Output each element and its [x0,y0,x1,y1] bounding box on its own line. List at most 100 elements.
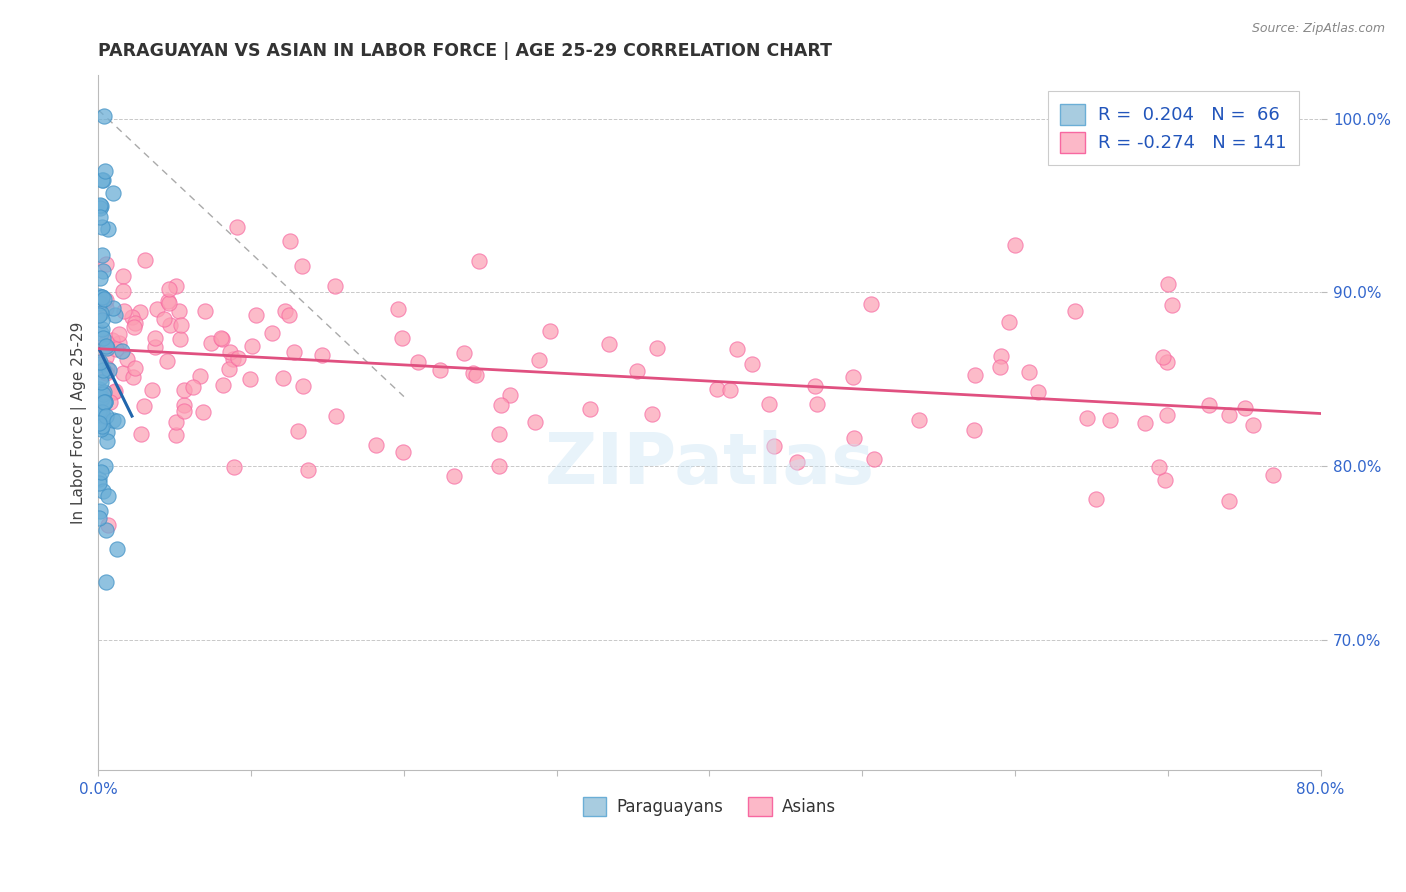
Point [245,309,267,323]
Point [239,372,262,386]
Point [194,303,217,318]
Point [1218,493,1240,508]
Point [579,401,602,416]
Point [1063,303,1085,318]
Point [218,361,240,376]
Point [101,186,124,200]
Point [1149,459,1171,474]
Point [91,387,114,401]
Point [173,403,195,417]
Point [89,504,111,518]
Point [209,331,232,345]
Point [103,384,125,399]
Point [1156,355,1178,369]
Point [87,511,110,525]
Point [143,331,166,345]
Point [1018,365,1040,379]
Point [91,173,114,187]
Point [112,285,135,299]
Point [124,316,146,330]
Point [1261,467,1284,482]
Point [89,296,111,310]
Point [100,395,122,409]
Point [1198,398,1220,412]
Point [112,269,135,284]
Point [641,408,664,422]
Point [96,360,118,375]
Point [429,362,451,376]
Point [156,354,179,368]
Point [170,318,193,332]
Point [806,397,828,411]
Point [1241,418,1264,433]
Point [94,523,117,537]
Point [323,278,346,293]
Point [908,412,931,426]
Point [93,385,115,400]
Point [91,322,114,336]
Point [87,308,110,322]
Point [89,210,111,224]
Point [111,366,134,380]
Point [89,355,111,369]
Point [453,345,475,359]
Point [91,331,114,345]
Point [91,219,114,234]
Point [90,422,112,436]
Point [278,234,301,248]
Point [391,331,413,345]
Point [90,312,112,326]
Point [159,318,181,332]
Point [718,383,741,397]
Point [1152,350,1174,364]
Point [107,326,129,341]
Point [108,335,131,350]
Point [87,416,110,430]
Point [93,395,115,409]
Point [89,198,111,212]
Legend: Paraguayans, Asians: Paraguayans, Asians [575,789,844,824]
Point [527,353,550,368]
Point [291,259,314,273]
Point [105,342,128,356]
Point [94,395,117,409]
Point [97,518,120,533]
Point [1085,491,1108,506]
Point [598,337,620,351]
Point [94,395,117,409]
Point [1076,411,1098,425]
Point [965,368,987,382]
Point [153,312,176,326]
Point [364,437,387,451]
Point [89,271,111,285]
Point [461,366,484,380]
Point [87,403,110,417]
Point [222,460,245,475]
Point [283,344,305,359]
Point [129,427,152,442]
Point [104,384,127,398]
Point [104,308,127,322]
Point [91,290,114,304]
Point [96,574,118,589]
Point [90,409,112,423]
Point [758,396,780,410]
Point [111,344,134,359]
Point [96,425,118,440]
Point [191,405,214,419]
Point [87,472,110,486]
Point [89,357,111,371]
Point [228,351,250,366]
Point [524,415,547,429]
Point [90,376,112,390]
Point [240,338,263,352]
Point [165,415,187,429]
Point [157,283,180,297]
Point [93,292,115,306]
Point [90,465,112,479]
Point [392,445,415,459]
Point [488,458,510,473]
Point [94,366,117,380]
Point [157,296,180,310]
Point [844,431,866,445]
